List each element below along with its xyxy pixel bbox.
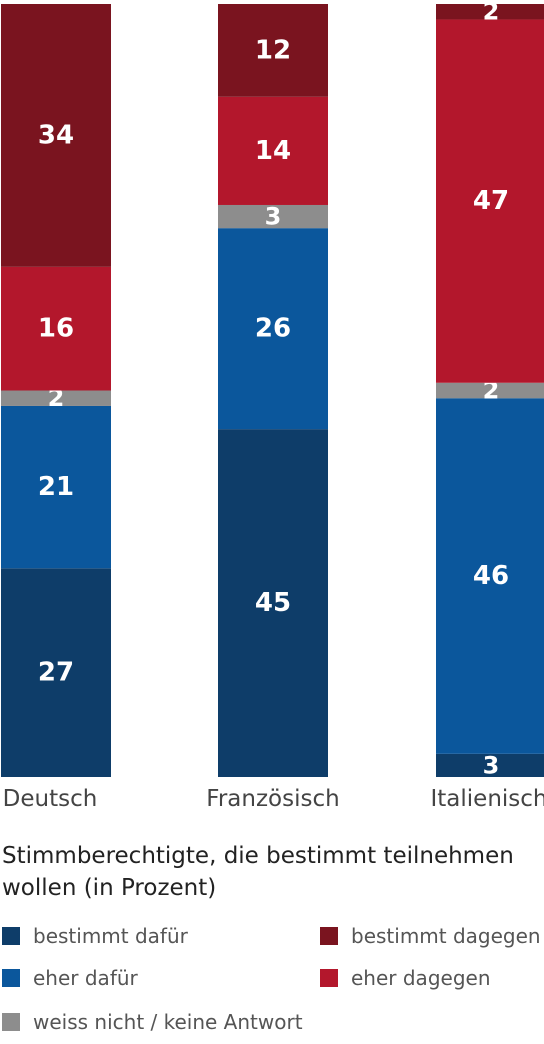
legend-label-eher-dagegen: eher dagegen [351, 966, 491, 990]
legend-swatch-eher-dagegen [320, 969, 338, 987]
legend-label-bestimmt-dagegen: bestimmt dagegen [351, 924, 541, 948]
legend: bestimmt dafür bestimmt dagegen eher daf… [0, 918, 544, 1038]
chart-caption: Stimmberechtigte, die bestimmt teilnehme… [2, 843, 514, 901]
bar-segment-italienisch-4 [436, 4, 544, 20]
data-label-italienisch-1: 46 [473, 561, 509, 591]
bar-segment-deutsch-2 [1, 390, 111, 406]
data-label-italienisch-2: 2 [483, 377, 500, 405]
data-label-deutsch-1: 21 [38, 472, 74, 502]
data-label-franzoesisch-4: 12 [255, 35, 291, 65]
data-label-italienisch-0: 3 [483, 751, 500, 779]
legend-item-weiss-nicht: weiss nicht / keine Antwort [2, 1004, 303, 1040]
data-label-italienisch-4: 2 [483, 0, 500, 26]
stacked-bar-chart: 27 21 2 16 34 Deutsch 45 26 3 14 12 Französisch 3 46 2… [1, 0, 544, 812]
legend-label-weiss-nicht: weiss nicht / keine Antwort [33, 1010, 303, 1034]
data-label-franzoesisch-3: 14 [255, 136, 291, 166]
data-label-italienisch-3: 47 [473, 186, 509, 216]
legend-label-bestimmt-dafuer: bestimmt dafür [33, 924, 188, 948]
category-label-italienisch: Italienisch [431, 786, 544, 812]
data-label-franzoesisch-0: 45 [255, 588, 291, 618]
bar-segment-deutsch-3 [1, 266, 111, 391]
data-label-deutsch-4: 34 [38, 120, 74, 150]
bar-segment-deutsch-4 [1, 4, 111, 267]
bar-segment-italienisch-2 [436, 382, 544, 399]
bar-segment-italienisch-0 [436, 753, 544, 777]
data-label-deutsch-0: 27 [38, 658, 74, 688]
legend-swatch-weiss-nicht [2, 1013, 20, 1031]
legend-swatch-eher-dafuer [2, 969, 20, 987]
bar-segment-italienisch-1 [436, 398, 544, 754]
bar-segment-franzoesisch-3 [218, 96, 328, 205]
data-label-franzoesisch-1: 26 [255, 314, 291, 344]
bar-segment-franzoesisch-0 [218, 429, 328, 777]
legend-item-bestimmt-dagegen: bestimmt dagegen [320, 918, 541, 954]
bar-segment-franzoesisch-4 [218, 4, 328, 97]
category-label-deutsch: Deutsch [3, 786, 98, 812]
data-label-franzoesisch-2: 3 [265, 203, 282, 231]
legend-item-eher-dafuer: eher dafür [2, 960, 138, 996]
legend-item-eher-dagegen: eher dagegen [320, 960, 491, 996]
bar-segment-italienisch-3 [436, 19, 544, 383]
bar-segment-franzoesisch-2 [218, 204, 328, 229]
legend-item-bestimmt-dafuer: bestimmt dafür [2, 918, 188, 954]
data-label-deutsch-3: 16 [38, 314, 74, 344]
category-label-franzoesisch: Französisch [206, 786, 339, 812]
legend-label-eher-dafuer: eher dafür [33, 966, 138, 990]
bar-segment-deutsch-1 [1, 405, 111, 569]
legend-swatch-bestimmt-dagegen [320, 927, 338, 945]
bar-segment-franzoesisch-1 [218, 228, 328, 430]
bar-segment-deutsch-0 [1, 568, 111, 777]
legend-swatch-bestimmt-dafuer [2, 927, 20, 945]
data-label-deutsch-2: 2 [48, 384, 65, 412]
